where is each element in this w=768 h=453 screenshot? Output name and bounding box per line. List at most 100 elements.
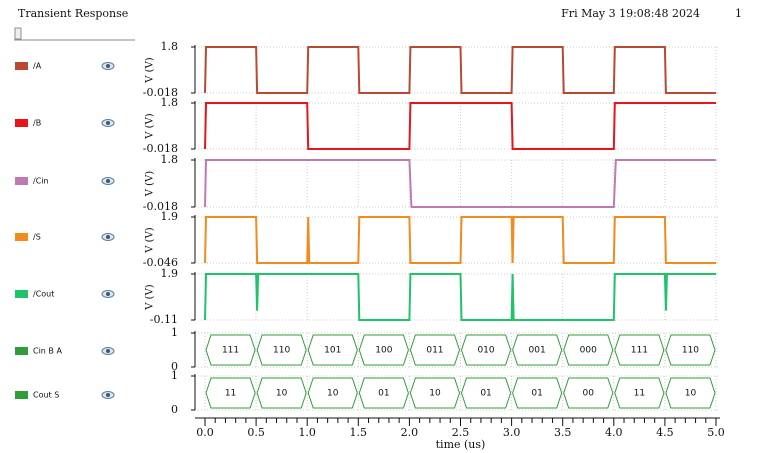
y-axis-label: V (V) [145,57,156,84]
visibility-toggle[interactable] [101,62,115,70]
bus-segment [205,334,256,366]
bus-value: 01 [480,389,491,399]
window-title: Transient Response [18,7,128,20]
bus-segment [307,334,358,366]
y-tick-label: 1 [171,326,178,339]
y-tick-label: 1.8 [161,153,179,166]
legend-label: Cin B A [33,347,62,356]
y-axis-label: V (V) [145,227,156,254]
y-tick-label: 0 [171,403,178,416]
bus-segment [358,334,409,366]
legend-label: /S [33,233,41,242]
legend-label: Cout S [33,391,59,400]
bus-value: 10 [429,389,441,399]
legend-swatch [15,290,28,298]
bus-segment [460,377,512,409]
visibility-toggle[interactable] [101,177,115,185]
bus-value: 110 [273,346,290,356]
legend-label: /B [33,119,41,128]
legend-label: /Cout [33,290,54,299]
y-axis-label: V (V) [145,284,156,311]
x-tick-label: 3.5 [554,426,572,439]
y-tick-label: -0.018 [143,200,178,213]
legend-swatch [15,62,28,70]
page-number: 1 [735,7,742,20]
bus-value: 010 [477,346,494,356]
bus-value: 011 [426,346,443,356]
visibility-toggle[interactable] [101,391,115,399]
x-tick-label: 2.0 [401,426,419,439]
eye-pupil [106,349,110,353]
x-tick-label: 0.0 [196,426,214,439]
bus-segment [512,377,563,409]
eye-pupil [106,179,110,183]
bus-segment [256,377,307,409]
y-tick-label: 1.8 [161,40,179,53]
x-tick-label: 5.0 [707,426,725,439]
bus-value: 10 [685,389,697,399]
x-tick-label: 0.5 [247,426,265,439]
y-tick-label: 1 [171,369,178,382]
legend-swatch [15,347,28,355]
legend-swatch [15,391,28,399]
eye-pupil [106,121,110,125]
slider[interactable] [14,27,135,41]
x-tick-label: 1.0 [298,426,316,439]
x-tick-label: 3.0 [503,426,521,439]
legend-swatch [15,177,28,185]
y-tick-label: -0.11 [150,313,178,326]
bus-segment [614,377,665,409]
visibility-toggle[interactable] [101,233,115,241]
bus-segment [563,334,614,366]
y-axis-label: V (V) [145,113,156,140]
bus-segment [205,377,256,409]
bus-value: 11 [225,389,236,399]
bus-segment [460,334,512,366]
eye-pupil [106,235,110,239]
legend-label: /A [33,62,42,71]
legend-label: /Cin [33,177,49,186]
bus-value: 111 [631,346,648,356]
bus-value: 11 [634,389,645,399]
bus-segment [665,334,716,366]
waveform [204,102,716,150]
y-axis-label: V (V) [145,171,156,198]
visibility-toggle[interactable] [101,119,115,127]
bus-segment [256,334,307,366]
bus-value: 01 [531,389,542,399]
legend-swatch [15,119,28,127]
bus-value: 00 [583,389,595,399]
bus-segment [563,377,614,409]
bus-value: 101 [324,346,341,356]
visibility-toggle[interactable] [101,347,115,355]
bus-segment [409,334,461,366]
timestamp: Fri May 3 19:08:48 2024 [561,7,700,20]
bus-segment [614,334,665,366]
y-tick-label: 1.9 [161,210,179,223]
bus-segment [358,377,409,409]
bus-value: 000 [580,346,597,356]
bus-value: 110 [682,346,699,356]
visibility-toggle[interactable] [101,290,115,298]
bus-value: 10 [327,389,339,399]
x-tick-label: 4.5 [656,426,674,439]
bus-value: 001 [529,346,546,356]
bus-value: 10 [276,389,288,399]
waveform [204,46,716,94]
waveform [204,273,716,321]
eye-pupil [106,393,110,397]
bus-value: 01 [378,389,389,399]
bus-value: 100 [375,346,392,356]
x-axis-label: time (us) [436,438,486,451]
waveform [204,159,716,208]
y-tick-label: -0.018 [143,86,178,99]
waveform [204,216,716,264]
x-tick-label: 1.5 [350,426,368,439]
y-tick-label: 1.9 [161,267,179,280]
y-tick-label: -0.046 [143,256,178,269]
bus-segment [307,377,358,409]
eye-pupil [106,292,110,296]
bus-value: 111 [222,346,239,356]
